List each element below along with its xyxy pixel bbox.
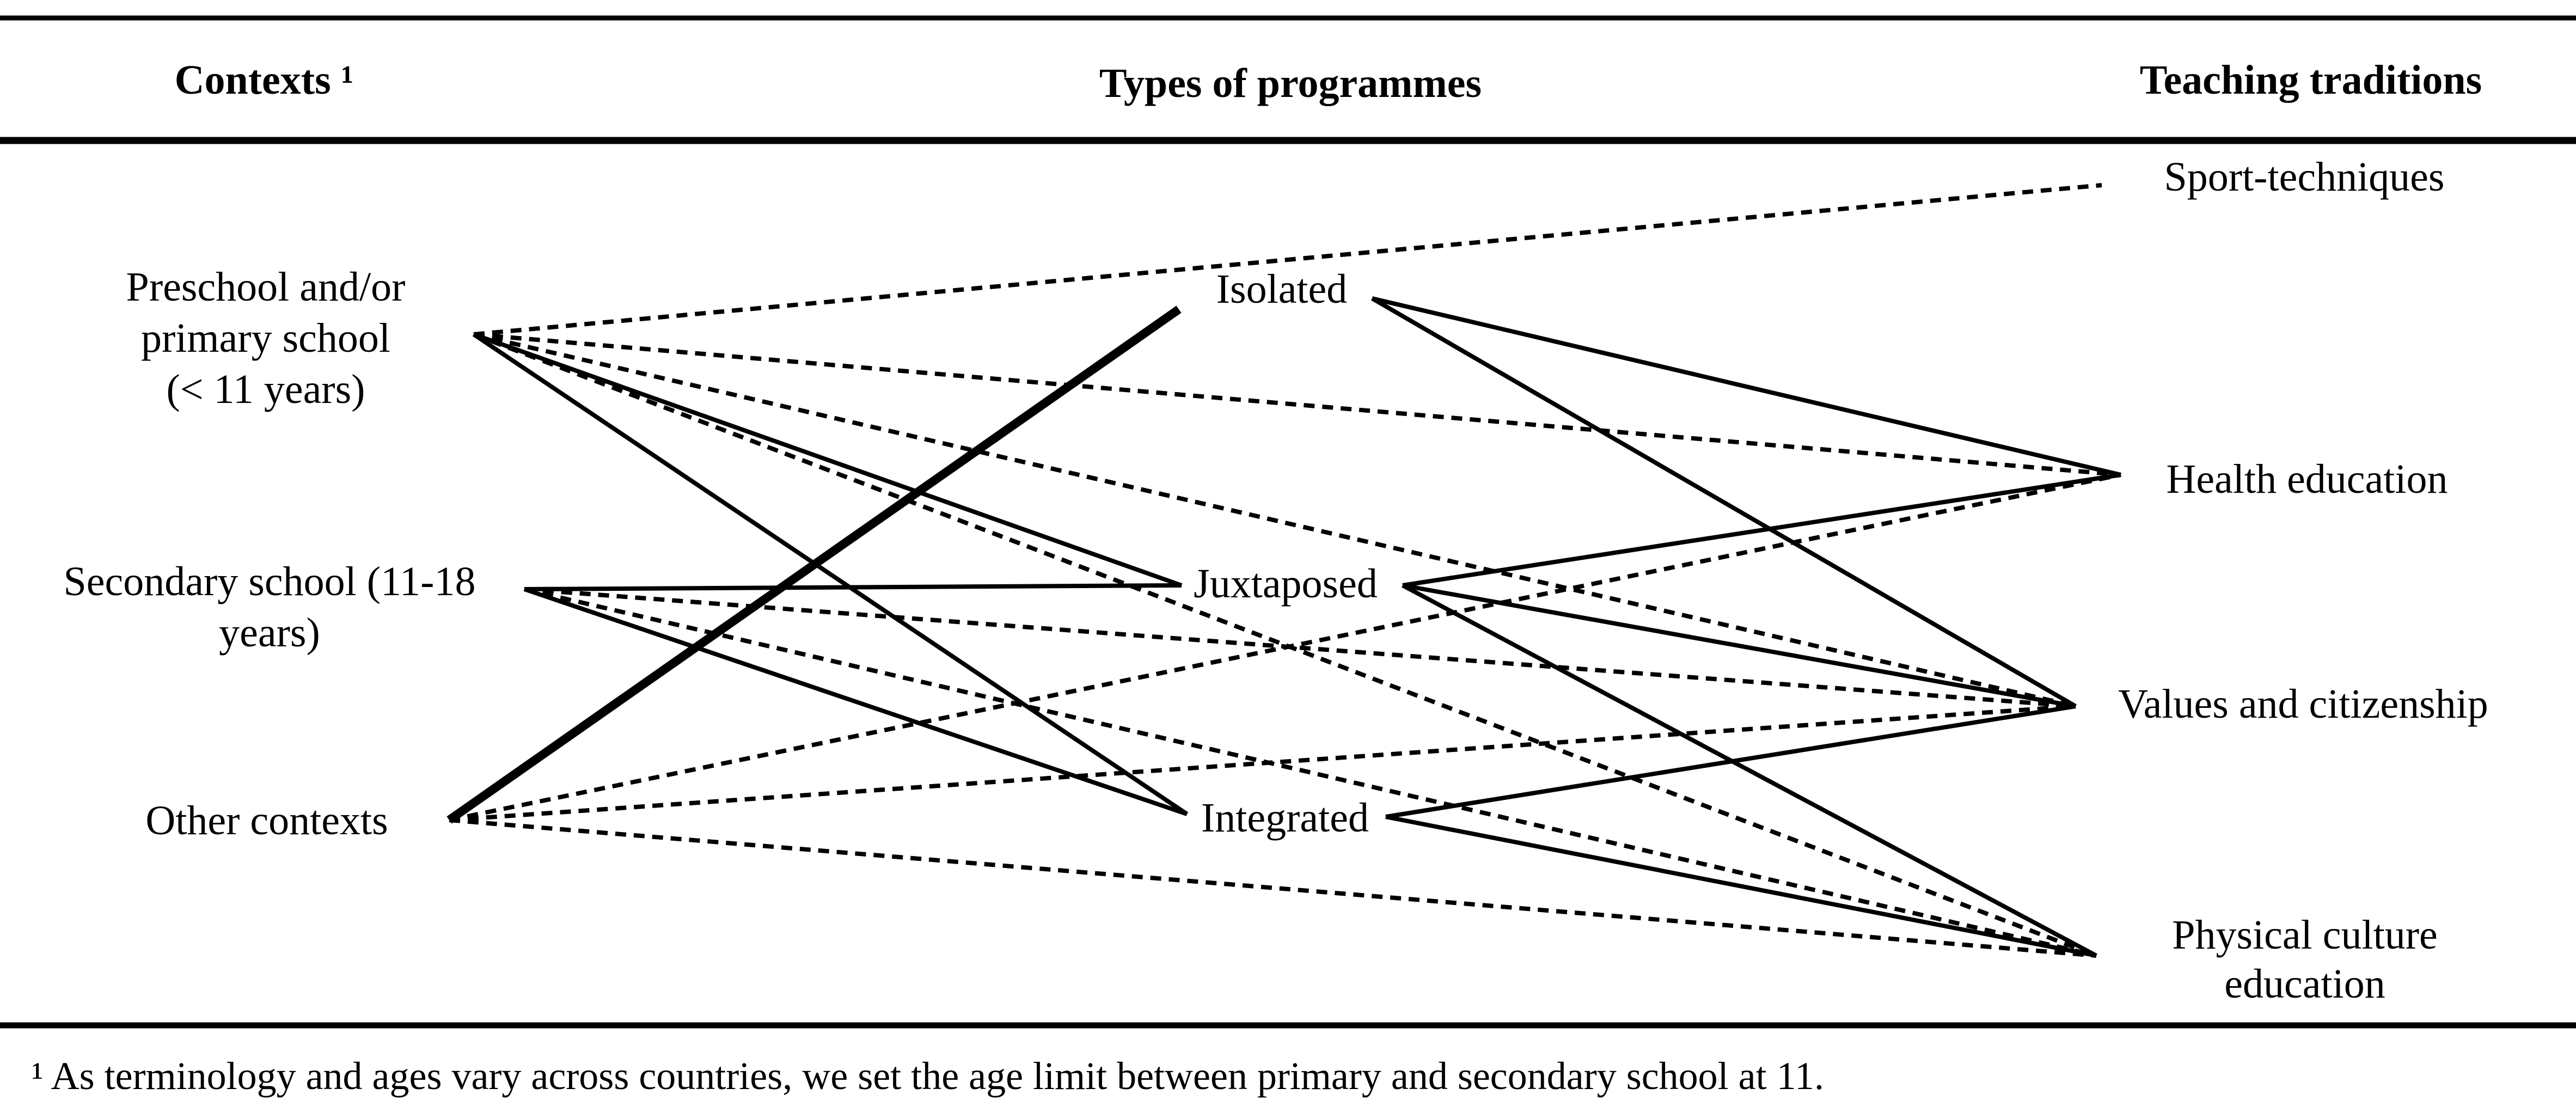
- edge-secondary-values: [524, 587, 2076, 708]
- node-health-education-label: Health education: [2166, 456, 2447, 502]
- node-preschool-label-line1: Preschool and/or: [126, 264, 406, 310]
- node-other-contexts-label: Other contexts: [145, 798, 388, 843]
- edge-secondary-physical: [524, 587, 2097, 958]
- edge-other-physical: [449, 818, 2097, 958]
- edge-isolated-health: [1372, 296, 2121, 477]
- edge-juxtaposed-health: [1402, 473, 2121, 588]
- edge-secondary-juxtaposed: [524, 583, 1182, 591]
- node-sport-techniques-label: Sport-techniques: [2164, 154, 2444, 200]
- edge-other-values: [449, 704, 2076, 822]
- node-physical-culture-label-line1: Physical culture: [2172, 912, 2438, 958]
- node-preschool-label-line2: primary school: [141, 315, 390, 361]
- footnote: ¹ As terminology and ages vary across co…: [32, 1054, 1824, 1098]
- node-isolated-label: Isolated: [1216, 266, 1348, 312]
- column-header-teaching-traditions: Teaching traditions: [2140, 57, 2482, 103]
- node-juxtaposed-label: Juxtaposed: [1194, 561, 1378, 607]
- edge-preschool-physical: [473, 332, 2097, 958]
- column-header-types-of-programmes: Types of programmes: [1099, 60, 1482, 106]
- edge-preschool-sport: [473, 183, 2102, 337]
- edge-preschool-integrated: [472, 332, 1189, 816]
- edge-juxtaposed-values: [1402, 583, 2076, 708]
- column-header-contexts: Contexts ¹: [175, 57, 354, 103]
- edge-other-isolated: [446, 305, 1182, 824]
- node-secondary-label-line2: years): [219, 610, 320, 656]
- edge-integrated-values: [1385, 704, 2076, 819]
- node-integrated-label: Integrated: [1201, 795, 1369, 841]
- edge-integrated-physical: [1385, 815, 2097, 958]
- edge-preschool-juxtaposed: [473, 332, 1183, 588]
- edge-isolated-values: [1370, 296, 2077, 708]
- node-secondary-label-line1: Secondary school (11-18: [64, 559, 476, 604]
- edge-juxtaposed-physical: [1402, 583, 2097, 958]
- edge-other-health: [449, 473, 2121, 822]
- node-physical-culture-label-line2: education: [2224, 961, 2385, 1007]
- edge-secondary-integrated: [523, 587, 1188, 816]
- edge-preschool-values: [473, 332, 2076, 708]
- edge-preschool-health: [473, 332, 2121, 477]
- node-preschool-label-line3: (< 11 years): [166, 366, 365, 412]
- node-values-citizenship-label: Values and citizenship: [2118, 681, 2488, 727]
